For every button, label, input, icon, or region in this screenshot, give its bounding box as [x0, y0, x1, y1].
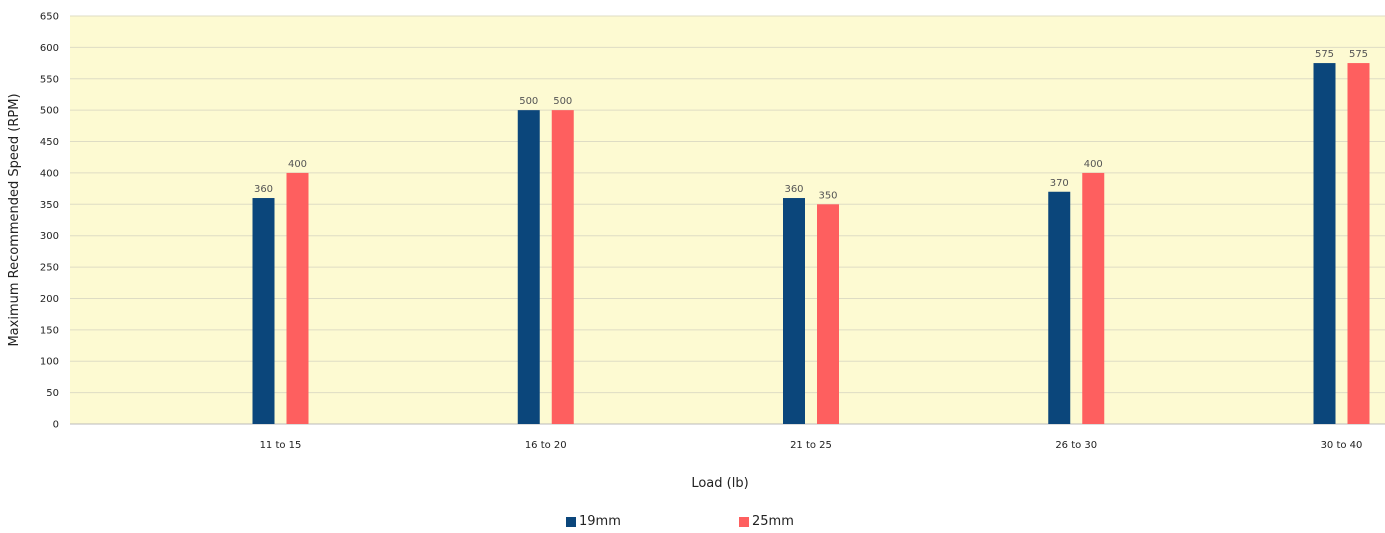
data-label-25mm-3: 350 [818, 190, 837, 201]
bar-19mm-4[interactable] [1048, 191, 1071, 424]
x-axis-title: Load (lb) [691, 476, 748, 491]
x-tick-label: 26 to 30 [1055, 440, 1097, 451]
bar-25mm-4[interactable] [1082, 172, 1105, 424]
y-tick-label: 0 [53, 420, 59, 431]
data-labels: 360 400 500 500 360 350 370 400 575 575 [254, 49, 1368, 201]
data-label-25mm-5: 575 [1349, 49, 1368, 60]
y-tick-label: 250 [40, 263, 59, 274]
legend-item-19mm[interactable]: 19mm [566, 514, 739, 529]
data-label-19mm-2: 500 [519, 96, 538, 107]
legend-label-25mm: 25mm [752, 514, 794, 529]
y-tick-label: 350 [40, 200, 59, 211]
data-label-19mm-4: 370 [1050, 178, 1069, 189]
bar-25mm-2[interactable] [551, 110, 574, 425]
y-tick-label: 650 [40, 12, 59, 23]
y-tick-label: 600 [40, 43, 59, 54]
bar-25mm-3[interactable] [817, 204, 839, 424]
y-tick-label: 50 [46, 388, 59, 399]
y-tick-label: 200 [40, 294, 59, 305]
legend-swatch-25mm [739, 516, 749, 527]
bar-25mm-5[interactable] [1347, 63, 1370, 424]
bar-19mm-1[interactable] [252, 198, 275, 424]
x-tick-label: 11 to 15 [260, 440, 302, 451]
bar-19mm-2[interactable] [517, 110, 540, 425]
y-tick-label: 150 [40, 325, 59, 336]
data-label-19mm-5: 575 [1315, 49, 1334, 60]
x-tick-label: 16 to 20 [525, 440, 567, 451]
y-axis-ticks: 0 50 100 150 200 250 300 350 400 450 500 550 600 650 [40, 12, 59, 431]
y-tick-label: 400 [40, 168, 59, 179]
x-tick-label: 21 to 25 [790, 440, 832, 451]
y-tick-label: 550 [40, 74, 59, 85]
y-tick-label: 450 [40, 137, 59, 148]
y-tick-label: 100 [40, 357, 59, 368]
y-tick-label: 500 [40, 106, 59, 117]
bars [252, 63, 1370, 425]
data-label-19mm-1: 360 [254, 184, 273, 195]
x-axis-ticks: 11 to 15 16 to 20 21 to 25 26 to 30 30 to 40 [260, 440, 1363, 451]
data-label-25mm-2: 500 [553, 96, 572, 107]
legend-swatch-19mm [566, 516, 576, 527]
bar-19mm-3[interactable] [783, 198, 805, 424]
legend-item-25mm[interactable]: 25mm [739, 514, 912, 529]
legend-label-19mm: 19mm [579, 514, 621, 529]
legend: 19mm 25mm [566, 514, 912, 529]
y-tick-label: 300 [40, 231, 59, 242]
bar-25mm-1[interactable] [286, 172, 309, 424]
bar-19mm-5[interactable] [1313, 63, 1336, 424]
data-label-25mm-4: 400 [1084, 159, 1103, 170]
data-label-19mm-3: 360 [784, 184, 803, 195]
data-label-25mm-1: 400 [288, 159, 307, 170]
y-axis-title: Maximum Recommended Speed (RPM) [7, 93, 22, 346]
x-tick-label: 30 to 40 [1321, 440, 1363, 451]
